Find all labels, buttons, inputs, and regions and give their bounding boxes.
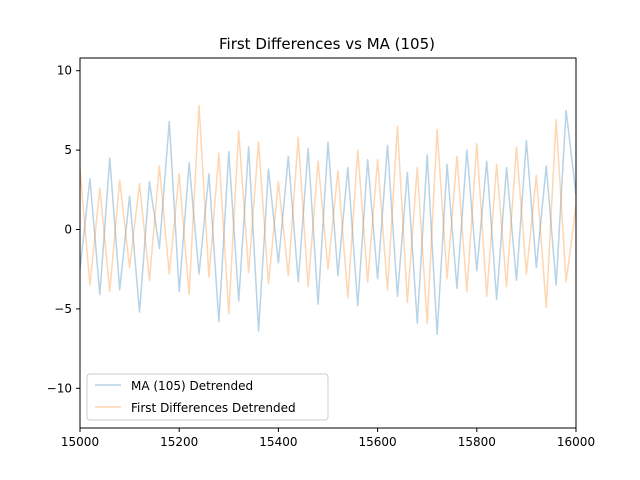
legend-frame [86, 373, 329, 421]
y-tick-label: 0 [64, 223, 72, 237]
x-tick-label: 15000 [61, 435, 99, 449]
legend: MA (105) Detrended First Differences Det… [86, 373, 329, 421]
series-line-1 [80, 104, 576, 324]
chart-title: First Differences vs MA (105) [219, 35, 435, 53]
y-axis: −10 −5 0 5 10 [47, 64, 80, 395]
series-line-0 [80, 109, 576, 336]
x-tick-label: 16000 [557, 435, 595, 449]
y-tick-label: 10 [57, 64, 72, 78]
x-tick-label: 15800 [458, 435, 496, 449]
y-tick-label: −5 [54, 302, 72, 316]
x-tick-label: 15600 [359, 435, 397, 449]
legend-label-ma: MA (105) Detrended [131, 379, 253, 393]
y-tick-label: −10 [47, 381, 72, 395]
legend-label-first-differences: First Differences Detrended [131, 401, 296, 415]
x-tick-label: 15400 [259, 435, 297, 449]
x-axis: 15000 15200 15400 15600 15800 16000 [61, 428, 595, 449]
plot-area [80, 104, 576, 336]
x-tick-label: 15200 [160, 435, 198, 449]
y-tick-label: 5 [64, 143, 72, 157]
axes-frame [79, 57, 577, 429]
